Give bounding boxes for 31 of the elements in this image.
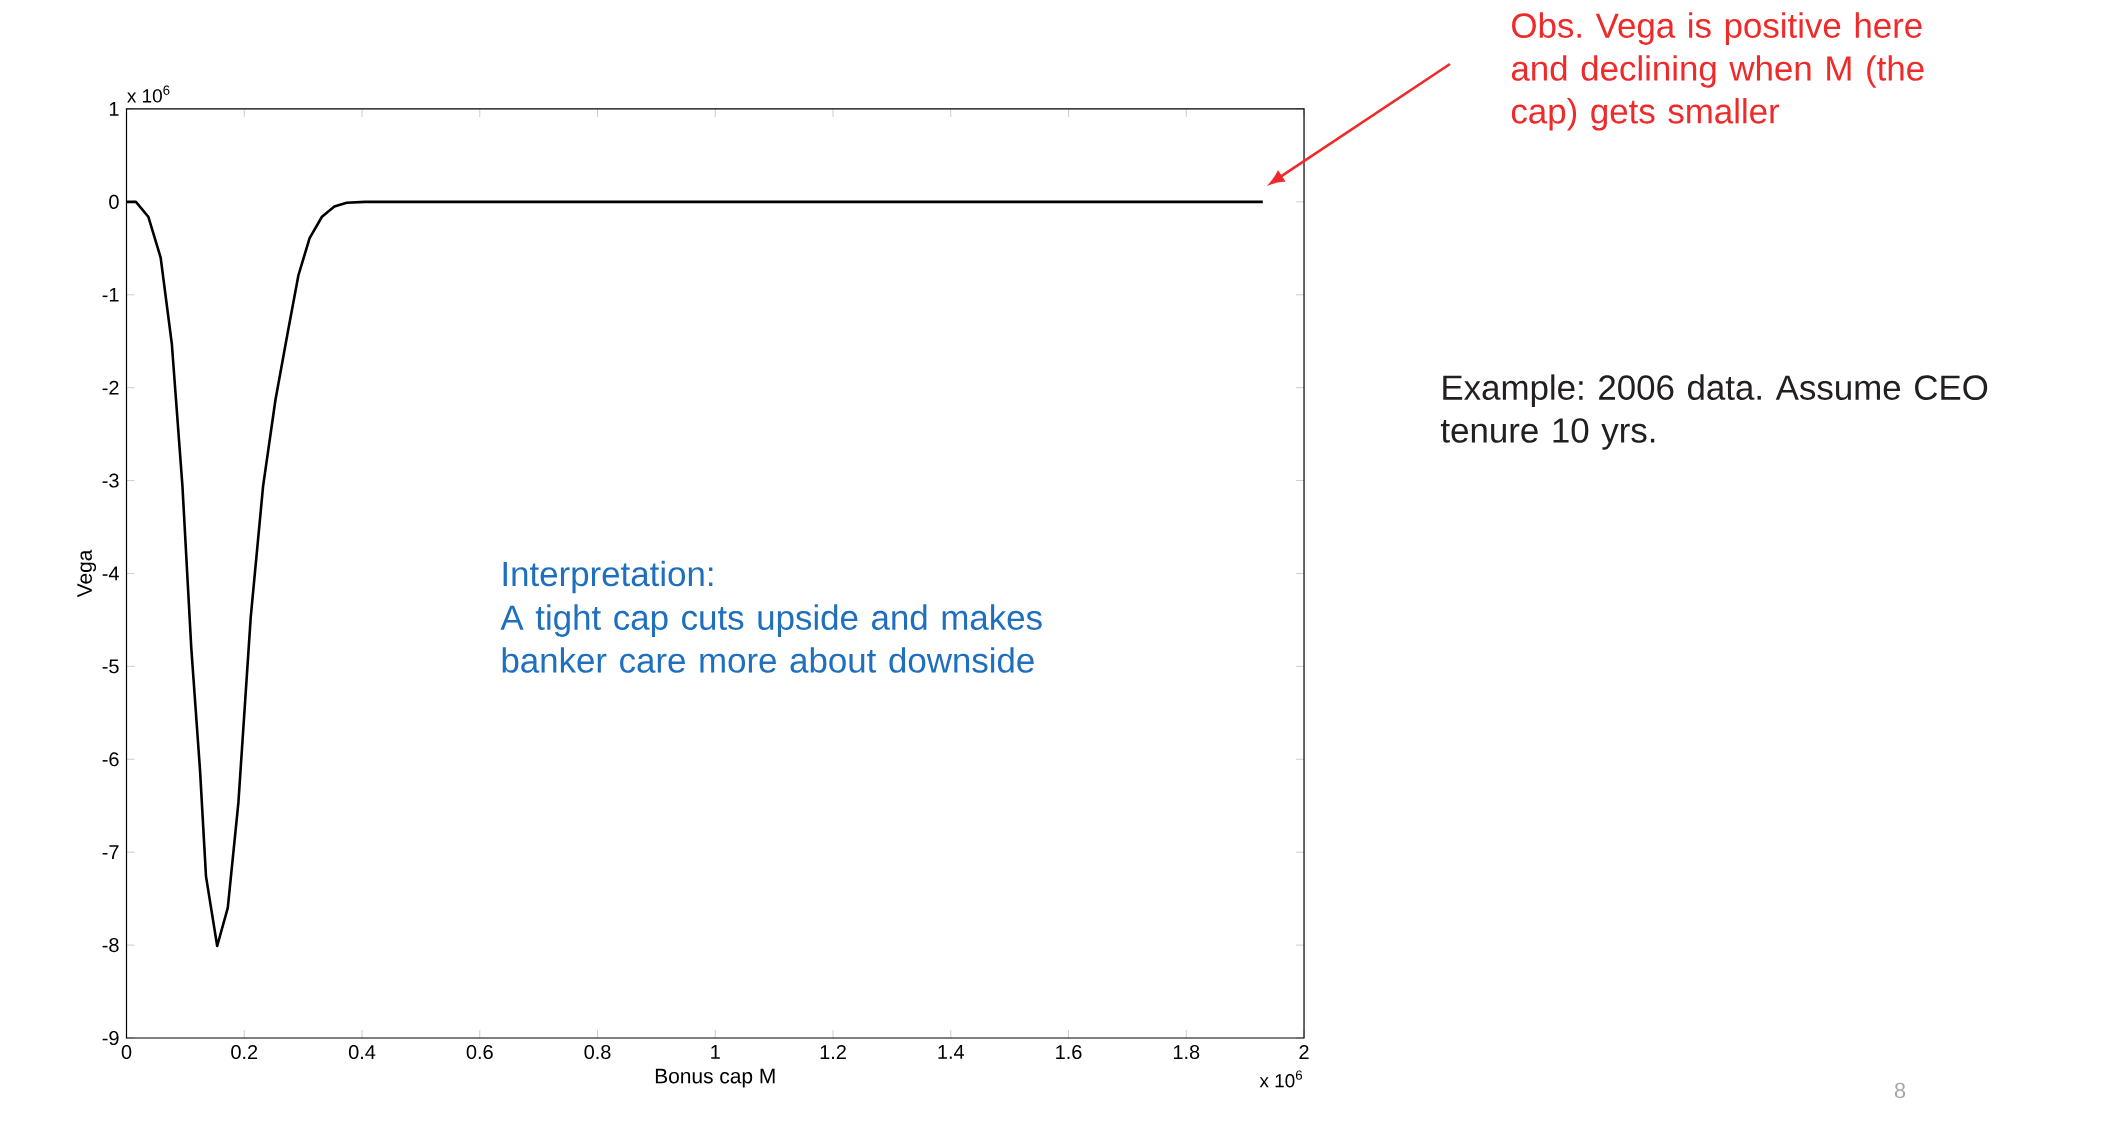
y-tick-label: -5 [102, 659, 119, 674]
text: x 10$^{6}$ [127, 85, 170, 103]
text: 8 [1894, 1082, 1906, 1099]
y-tick-label: 1 [109, 102, 119, 116]
x-tick-label: 2 [1299, 1045, 1309, 1059]
y-tick-label: -1 [102, 287, 119, 302]
y-tick-label: -8 [102, 938, 119, 953]
x-tick-label: 0.2 [231, 1045, 258, 1060]
y-tick-label: -9 [102, 1030, 119, 1046]
y-tick-label: -7 [102, 845, 119, 860]
annotation: A tight cap cuts upside and makes banker care more about downside [500, 604, 1042, 673]
y-tick-label: -4 [102, 566, 119, 581]
x-tick-label: 1.8 [1173, 1045, 1200, 1060]
x-tick-label: 1.6 [1056, 1045, 1082, 1060]
text: Example: 2006 data. Assume CEO tenure 10 yrs. [1440, 374, 1988, 450]
y-tick-label: -2 [102, 380, 119, 395]
text: x 10$^{6}$ [1259, 1070, 1303, 1088]
text: Obs. Vega is positive here and declining when M (the cap) gets smaller [1511, 12, 1924, 131]
x-tick-label: 1 [711, 1045, 720, 1059]
x-tick-label: 1.4 [938, 1045, 965, 1059]
x-tick-label: 0 [121, 1045, 132, 1060]
x-tick-label: 0.8 [584, 1045, 611, 1060]
x-tick-label: 0.6 [466, 1045, 493, 1060]
annotation: Interpretation: [503, 560, 713, 594]
y-axis-title: Vega [77, 549, 97, 598]
x-tick-label: 0.4 [348, 1045, 376, 1060]
y-tick-label: 0 [109, 194, 119, 209]
y-tick-label: -3 [102, 473, 119, 488]
y-tick-label: -6 [102, 752, 119, 767]
x-axis-title: Bonus cap M [655, 1068, 775, 1088]
x-tick-label: 1.2 [820, 1045, 846, 1059]
